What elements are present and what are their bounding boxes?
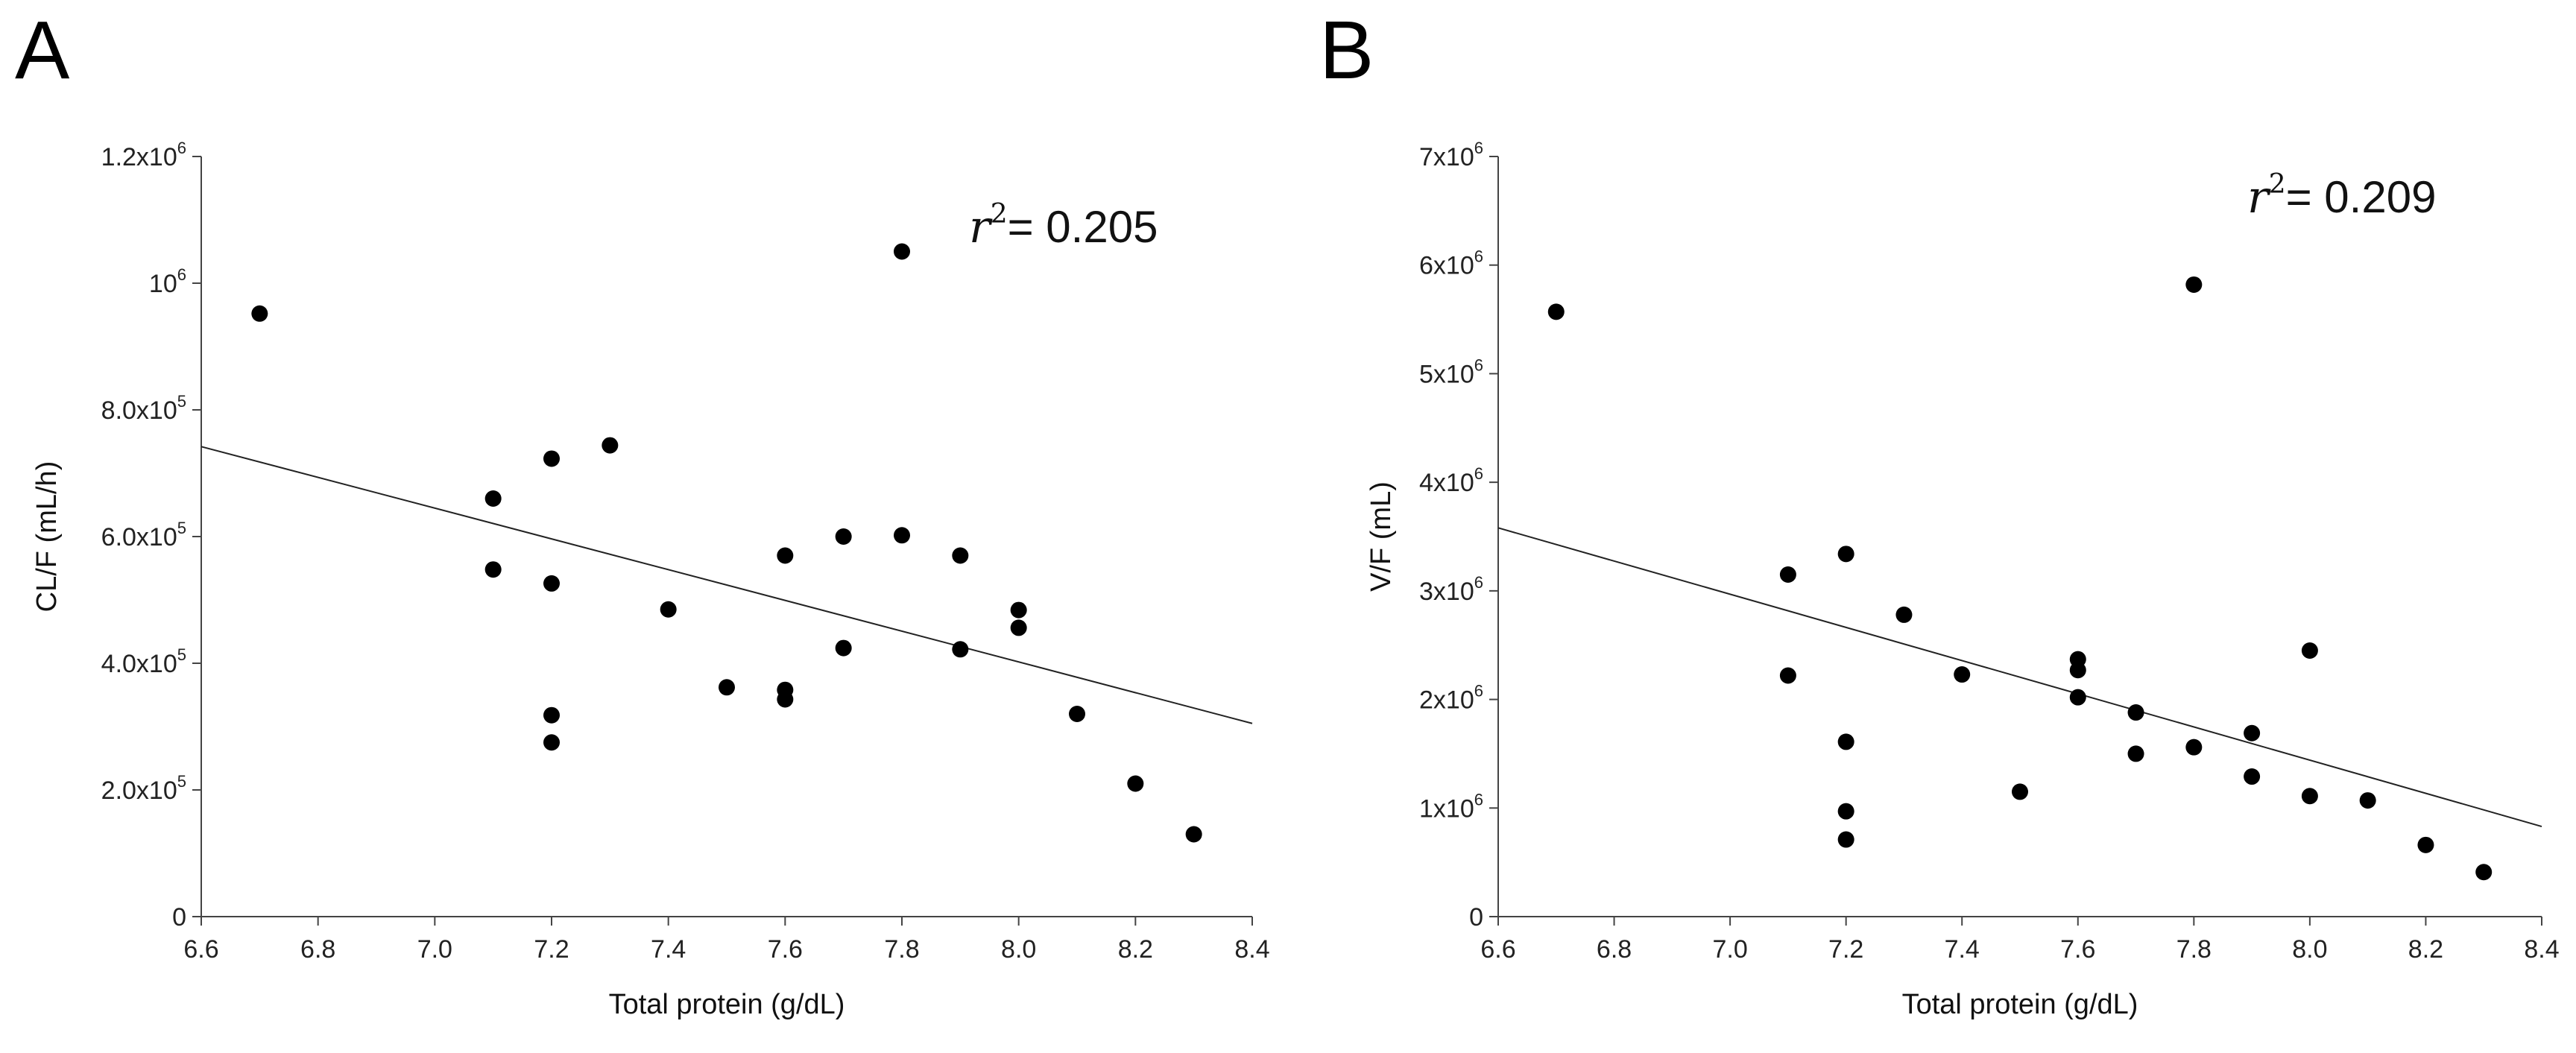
panel-b-data-point	[1779, 566, 1796, 583]
panel-a-data-point	[543, 450, 560, 467]
panel-a-y-tick-label: 4.0x105	[101, 645, 186, 678]
panel-b-x-tick-label: 8.0	[2292, 935, 2327, 964]
panel-b-x-tick-label: 6.8	[1597, 935, 1632, 964]
panel-a-chart: A 6.6 6.8 7.0 7.2 7.4 7.6 7.8 8.0 8.2 8.4 0 2.0x105…	[15, 4, 1270, 1020]
panel-a-x-tick-label: 7.6	[768, 935, 803, 964]
panel-b-y-tick-label: 4x106	[1419, 464, 1483, 497]
panel-a-data-point	[251, 305, 268, 322]
panel-b-data-point	[2069, 662, 2086, 679]
panel-b-data-point	[1837, 733, 1854, 750]
panel-b-x-tick-label: 8.2	[2408, 935, 2443, 964]
panel-a-x-tick-label: 7.2	[534, 935, 569, 964]
panel-b-data-point	[1954, 666, 1971, 683]
panel-a-y-tick-label: 106	[149, 265, 186, 298]
panel-b-data-point	[2417, 836, 2434, 853]
panel-a-data-point	[835, 528, 852, 545]
panel-b-y-tick-label: 6x106	[1419, 247, 1483, 280]
panel-a-x-tick-label: 8.2	[1118, 935, 1153, 964]
panel-b-y-tick-label: 7x106	[1419, 139, 1483, 171]
panel-b-data-point	[2185, 739, 2203, 756]
panel-a-data-point	[894, 527, 910, 544]
panel-a-data-point	[1185, 826, 1202, 843]
panel-b-y-axis-label: V/F (mL)	[1366, 481, 1397, 592]
panel-a-y-tick-label: 0	[172, 903, 186, 932]
panel-a-data-point	[952, 547, 969, 564]
panel-a-regression-line	[201, 446, 1253, 724]
panel-b-data-point	[2185, 276, 2203, 293]
panel-b-data-point	[2127, 745, 2144, 762]
panel-a-y-tick-label: 8.0x105	[101, 392, 186, 425]
panel-a-letter: A	[15, 4, 70, 96]
panel-a-data-point	[894, 243, 910, 260]
panel-b-x-tick-label: 7.0	[1712, 935, 1747, 964]
panel-b-chart: B 6.6 6.8 7.0 7.2 7.4 7.6 7.8 8.0 8.2 8.4 0 1x106 2x…	[1319, 4, 2560, 1020]
panel-b-y-tick-label: 3x106	[1419, 573, 1483, 606]
panel-b-y-tick-label: 5x106	[1419, 355, 1483, 388]
panel-a-x-tick-label: 7.0	[417, 935, 452, 964]
panel-b-data-point	[1837, 546, 1854, 563]
panel-a-y-tick-label: 6.0x105	[101, 519, 186, 551]
panel-a-data-point	[1010, 601, 1027, 619]
panel-b-x-axis-label: Total protein (g/dL)	[1902, 989, 2138, 1020]
panel-b-x-tick-label: 7.4	[1945, 935, 1980, 964]
panel-b-data-point	[2127, 704, 2144, 721]
panel-b-data-point	[1837, 803, 1854, 820]
panel-a-x-tick-label: 8.0	[1001, 935, 1036, 964]
panel-b-data-point	[2359, 792, 2376, 809]
panel-a-x-tick-label: 6.8	[300, 935, 335, 964]
panel-b-x-tick-label: 8.4	[2524, 935, 2559, 964]
panel-a-y-tick-label: 1.2x106	[101, 139, 186, 171]
panel-b-data-point	[1547, 303, 1565, 320]
panel-b-y-tick-label: 2x106	[1419, 682, 1483, 715]
panel-a-data-point	[484, 561, 502, 578]
panel-a-data-point	[543, 575, 560, 592]
panel-a-x-tick-label: 7.8	[884, 935, 919, 964]
panel-a-data-point	[719, 679, 735, 696]
panel-a-data-point	[543, 734, 560, 751]
panel-b-y-tick-label: 1x106	[1419, 790, 1483, 823]
panel-b-x-tick-label: 7.2	[1828, 935, 1863, 964]
panel-a-x-tick-label: 7.4	[651, 935, 686, 964]
panel-a-data-point	[1010, 619, 1027, 636]
panel-b-r-squared-label: r2= 0.209	[2247, 169, 2436, 224]
panel-b-regression-line	[1497, 527, 2542, 828]
panel-a-data-point	[952, 641, 969, 658]
panel-a-data-point	[660, 601, 677, 618]
panel-b-data-point	[2301, 788, 2318, 805]
panel-b-data-point	[1837, 831, 1854, 848]
panel-b-x-tick-label: 7.6	[2060, 935, 2095, 964]
panel-b-data-point	[2069, 689, 2086, 706]
panel-a-data-point	[602, 437, 619, 454]
panel-a-x-tick-label: 6.6	[183, 935, 218, 964]
panel-b-y-tick-label: 0	[1469, 903, 1483, 932]
panel-a-data-point	[543, 706, 560, 724]
panel-a-x-axis-label: Total protein (g/dL)	[609, 989, 845, 1020]
panel-b-x-tick-label: 7.8	[2176, 935, 2212, 964]
panel-a-r-squared-label: r2= 0.205	[969, 199, 1158, 253]
panel-a-y-axis-label: CL/F (mL/h)	[31, 461, 63, 613]
panel-b-data-point	[1779, 667, 1796, 684]
panel-a-x-tick-label: 8.4	[1234, 935, 1269, 964]
panel-b-x-tick-label: 6.6	[1480, 935, 1515, 964]
panel-a-data-point	[1069, 706, 1085, 722]
panel-b-data-point	[2012, 783, 2028, 800]
panel-a-data-point	[1127, 775, 1144, 792]
panel-a-data-point	[484, 490, 502, 507]
panel-b-letter: B	[1319, 4, 1374, 96]
panel-a-data-point	[835, 639, 852, 657]
panel-a-data-point	[777, 547, 794, 564]
panel-a-y-tick-label: 2.0x105	[101, 772, 186, 805]
panel-b-data-point	[2244, 724, 2261, 741]
panel-b-data-point	[2475, 864, 2493, 881]
panel-a-data-point	[777, 691, 794, 708]
panel-b-data-point	[2301, 642, 2318, 659]
panel-b-data-point	[2244, 768, 2261, 785]
panel-b-data-point	[1895, 606, 1913, 623]
